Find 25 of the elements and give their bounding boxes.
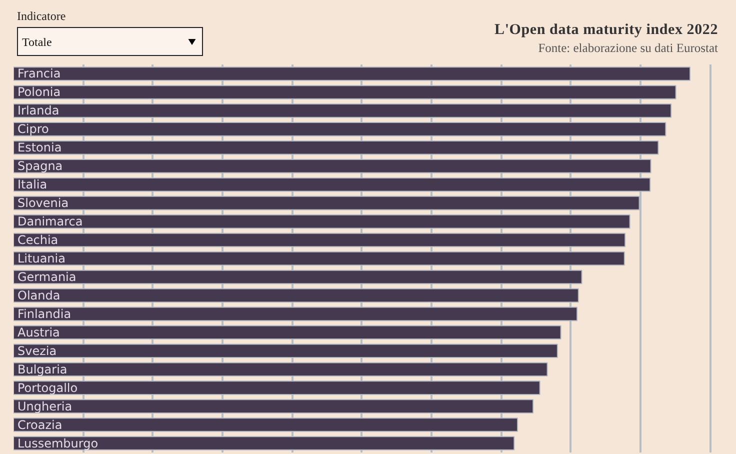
y-tick-label: Estonia: [18, 140, 62, 155]
y-tick-label: Irlanda: [18, 104, 60, 118]
y-tick-label: Slovenia: [18, 196, 69, 210]
chart-title: L'Open data maturity index 2022: [494, 22, 718, 39]
y-tick-label: Olanda: [18, 288, 60, 302]
y-tick-label: Germania: [18, 270, 76, 284]
y-tick-label: Bulgaria: [18, 362, 68, 376]
y-tick-label: Ungheria: [18, 399, 72, 414]
y-tick-label: Lituania: [18, 252, 66, 266]
y-tick-label: Danimarca: [18, 214, 83, 229]
source-note: Fonte: elaborazione su dati Eurostat: [537, 40, 718, 56]
y-tick-label: Svezia: [18, 344, 57, 358]
y-tick-label: Italia: [18, 178, 48, 192]
y-tick-label: Francia: [18, 66, 61, 81]
y-tick-label: Cipro: [18, 122, 49, 136]
y-tick-label: Austria: [18, 325, 60, 340]
y-tick-label: Cechia: [18, 233, 58, 248]
y-tick-label: Spagna: [18, 159, 63, 174]
text: Indicatore: [17, 8, 66, 25]
y-tick-label: Finlandia: [18, 306, 72, 321]
y-tick-label: Lussemburgo: [18, 436, 98, 450]
y-tick-label: Polonia: [18, 85, 61, 100]
y-tick-label: Croazia: [18, 418, 62, 432]
text: Totale: [17, 27, 203, 56]
y-tick-label: Portogallo: [18, 380, 78, 395]
